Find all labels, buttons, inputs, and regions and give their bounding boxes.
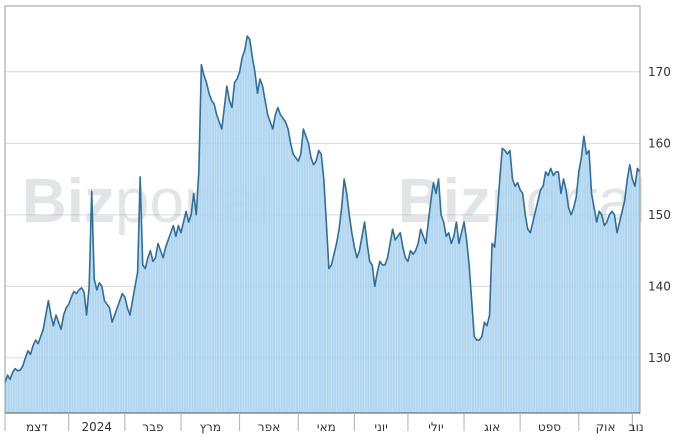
x-month-label-8: אוג — [484, 420, 500, 434]
x-month-label-1: 2024 — [82, 420, 113, 434]
series-layer — [4, 35, 641, 413]
y-tick-label-150: 150 — [648, 208, 671, 222]
x-month-label-2: פבר — [142, 420, 163, 434]
axes — [4, 5, 641, 431]
x-month-label-7: יולי — [428, 420, 443, 434]
y-tick-label-160: 160 — [648, 136, 671, 150]
x-month-labels: דצמ 2024 פבר מרץ אפר מאי יוני יולי אוג ספט אוק נוב — [26, 420, 644, 434]
y-tick-label-170: 170 — [648, 65, 671, 79]
y-tick-labels: 130 140 150 160 170 — [648, 65, 671, 365]
x-month-label-6: יוני — [374, 420, 387, 434]
area-fill — [5, 36, 640, 413]
y-tick-label-130: 130 — [648, 351, 671, 365]
x-month-label-10: אוק — [596, 420, 616, 434]
x-month-label-9: ספט — [538, 420, 561, 434]
y-tick-label-140: 140 — [648, 279, 671, 293]
x-month-label-4: אפר — [258, 420, 280, 434]
watermark-bold: Biz — [22, 167, 115, 236]
series-line — [4, 35, 641, 384]
x-month-label-3: מרץ — [200, 420, 221, 434]
x-month-label-11: נוב — [629, 420, 644, 434]
x-month-label-0: דצמ — [26, 420, 48, 434]
x-month-label-5: מאי — [317, 420, 336, 434]
